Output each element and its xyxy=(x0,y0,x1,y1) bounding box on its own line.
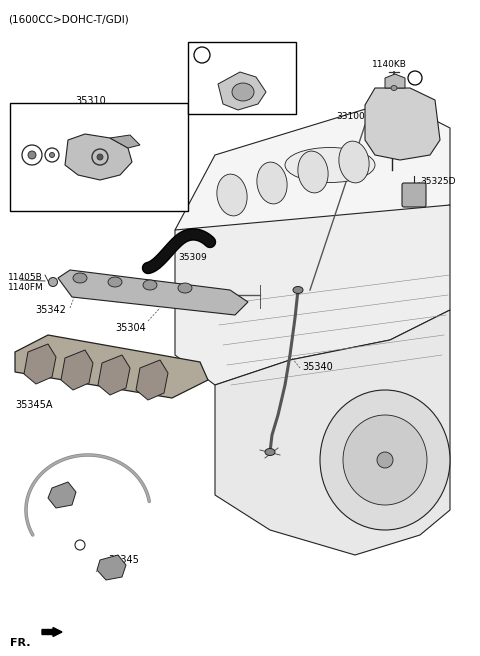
Circle shape xyxy=(408,71,422,85)
Polygon shape xyxy=(215,310,450,555)
Text: a: a xyxy=(199,51,205,60)
Ellipse shape xyxy=(48,277,58,287)
Text: FR.: FR. xyxy=(10,638,31,648)
Text: 35325D: 35325D xyxy=(420,177,456,186)
Circle shape xyxy=(28,151,36,159)
Polygon shape xyxy=(97,555,126,580)
Polygon shape xyxy=(365,88,440,160)
Ellipse shape xyxy=(391,85,397,91)
FancyBboxPatch shape xyxy=(402,183,426,207)
Text: 35310: 35310 xyxy=(75,96,106,106)
Polygon shape xyxy=(58,270,248,315)
Circle shape xyxy=(194,47,210,63)
Ellipse shape xyxy=(232,83,254,101)
Text: a: a xyxy=(412,73,418,83)
Polygon shape xyxy=(385,74,405,88)
Text: 31337F: 31337F xyxy=(218,48,257,58)
Polygon shape xyxy=(24,344,56,384)
Polygon shape xyxy=(175,205,450,385)
Polygon shape xyxy=(61,350,93,390)
Text: 1140KB: 1140KB xyxy=(372,60,407,69)
FancyArrow shape xyxy=(42,628,62,636)
Ellipse shape xyxy=(343,415,427,505)
Ellipse shape xyxy=(73,273,87,283)
Ellipse shape xyxy=(298,151,328,193)
Circle shape xyxy=(377,452,393,468)
Text: 35304: 35304 xyxy=(115,323,146,333)
Ellipse shape xyxy=(217,174,247,216)
Ellipse shape xyxy=(265,449,275,455)
Ellipse shape xyxy=(108,277,122,287)
Circle shape xyxy=(97,154,103,160)
Text: (1600CC>DOHC-T/GDI): (1600CC>DOHC-T/GDI) xyxy=(8,14,129,24)
Text: 33100B: 33100B xyxy=(336,112,371,121)
Text: 35345A: 35345A xyxy=(15,400,52,410)
Polygon shape xyxy=(218,72,266,110)
Text: 35345: 35345 xyxy=(108,555,139,565)
Text: 35340: 35340 xyxy=(302,362,333,372)
Polygon shape xyxy=(136,360,168,400)
Ellipse shape xyxy=(339,141,369,183)
Text: 35309: 35309 xyxy=(178,253,207,262)
Ellipse shape xyxy=(320,390,450,530)
Text: 35312J: 35312J xyxy=(18,196,49,205)
Text: 35312: 35312 xyxy=(16,170,45,179)
Polygon shape xyxy=(65,134,132,180)
Polygon shape xyxy=(175,100,450,258)
Text: 35312H: 35312H xyxy=(128,194,163,203)
FancyBboxPatch shape xyxy=(10,103,188,211)
Circle shape xyxy=(49,152,55,157)
Text: 11405B: 11405B xyxy=(8,273,43,282)
Ellipse shape xyxy=(143,280,157,290)
Polygon shape xyxy=(48,482,76,508)
Text: 1140FM: 1140FM xyxy=(8,283,44,292)
Polygon shape xyxy=(98,355,130,395)
Polygon shape xyxy=(15,335,208,398)
Polygon shape xyxy=(110,135,140,148)
FancyBboxPatch shape xyxy=(188,42,296,114)
Text: 33815E: 33815E xyxy=(93,118,127,127)
Ellipse shape xyxy=(178,283,192,293)
Ellipse shape xyxy=(257,162,287,204)
Ellipse shape xyxy=(293,287,303,293)
Text: 35342: 35342 xyxy=(35,305,66,315)
Ellipse shape xyxy=(285,148,375,182)
